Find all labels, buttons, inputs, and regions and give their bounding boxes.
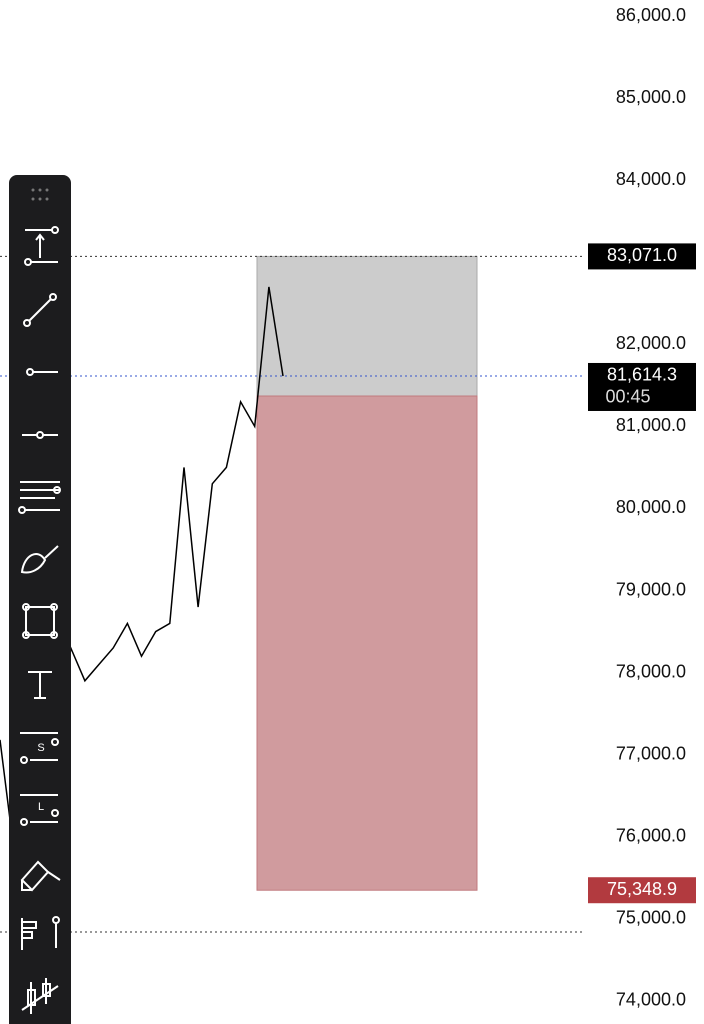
y-tick-label: 86,000.0 bbox=[616, 5, 686, 25]
y-tick-label: 74,000.0 bbox=[616, 990, 686, 1010]
rectangle-tool[interactable] bbox=[22, 603, 58, 639]
y-tick-label: 82,000.0 bbox=[616, 333, 686, 353]
trend-line-tool[interactable] bbox=[23, 293, 57, 327]
short-position-tool[interactable] bbox=[20, 732, 59, 764]
highlighter-tool[interactable] bbox=[20, 860, 61, 892]
text-tool[interactable] bbox=[28, 671, 52, 699]
candles-tool[interactable] bbox=[21, 978, 59, 1014]
y-tick-label: 84,000.0 bbox=[616, 169, 686, 189]
price-tag: 75,348.9 bbox=[607, 879, 677, 899]
price-tag: 81,614.3 bbox=[607, 365, 677, 385]
horizontal-line-tool[interactable] bbox=[22, 431, 58, 439]
price-tag-bg bbox=[588, 362, 696, 411]
y-tick-label: 80,000.0 bbox=[616, 497, 686, 517]
y-tick-label: 75,000.0 bbox=[616, 908, 686, 928]
price-tag-bg bbox=[588, 243, 696, 270]
y-tick-label: 76,000.0 bbox=[616, 826, 686, 846]
price-tag: 83,071.0 bbox=[607, 245, 677, 265]
long-position-tool[interactable] bbox=[20, 794, 59, 826]
brush-tool[interactable] bbox=[20, 545, 59, 574]
long-label: L bbox=[38, 801, 44, 813]
y-tick-label: 85,000.0 bbox=[616, 87, 686, 107]
toolbar: S L bbox=[9, 175, 71, 1024]
y-tick-label: 77,000.0 bbox=[616, 743, 686, 763]
price-range-tool[interactable] bbox=[24, 226, 59, 266]
short-label: S bbox=[37, 742, 44, 754]
y-tick-label: 81,000.0 bbox=[616, 415, 686, 435]
profit-zone bbox=[256, 255, 478, 397]
loss-zone bbox=[256, 395, 478, 891]
y-tick-label: 78,000.0 bbox=[616, 661, 686, 681]
toolbar-panel bbox=[9, 175, 71, 1024]
bars-pattern-tool[interactable] bbox=[21, 916, 60, 950]
fib-tool[interactable] bbox=[18, 481, 61, 514]
drag-handle bbox=[31, 188, 49, 201]
countdown: 00:45 bbox=[605, 387, 650, 407]
y-tick-label: 79,000.0 bbox=[616, 579, 686, 599]
horizontal-ray-tool[interactable] bbox=[26, 368, 58, 376]
price-tag-bg bbox=[588, 877, 696, 904]
